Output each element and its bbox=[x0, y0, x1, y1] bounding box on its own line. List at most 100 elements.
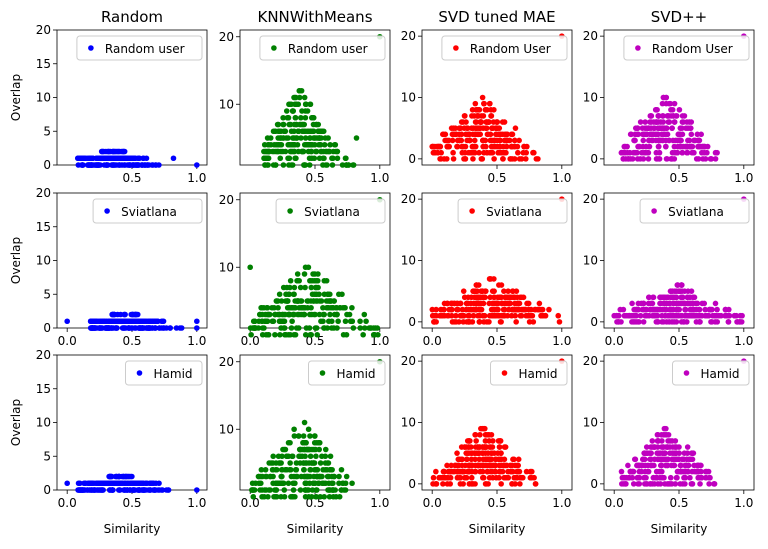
data-point bbox=[307, 331, 314, 338]
data-point bbox=[316, 439, 323, 446]
data-point bbox=[120, 148, 126, 155]
data-point bbox=[290, 487, 297, 493]
data-point bbox=[258, 304, 265, 311]
data-point bbox=[520, 474, 526, 481]
data-point bbox=[98, 155, 105, 162]
data-point bbox=[320, 162, 326, 168]
legend-marker bbox=[136, 370, 143, 376]
data-point bbox=[629, 156, 636, 162]
data-point bbox=[474, 450, 480, 456]
data-point bbox=[655, 319, 661, 325]
data-point bbox=[320, 480, 327, 487]
data-point bbox=[433, 312, 440, 319]
data-point bbox=[478, 119, 485, 125]
data-point bbox=[121, 487, 127, 493]
data-point bbox=[64, 318, 70, 325]
data-point bbox=[667, 438, 673, 444]
legend-label: Sviatlana bbox=[304, 205, 360, 219]
data-point bbox=[673, 319, 680, 325]
data-point bbox=[500, 156, 506, 162]
data-point bbox=[77, 480, 83, 487]
x-tick-label: 1.0 bbox=[734, 496, 753, 510]
data-point bbox=[444, 481, 451, 487]
data-point bbox=[295, 325, 302, 331]
data-point bbox=[450, 131, 457, 138]
x-axis-label: Similarity bbox=[287, 522, 344, 536]
data-point bbox=[309, 128, 316, 135]
data-point bbox=[627, 131, 634, 138]
data-point bbox=[472, 100, 479, 107]
data-point bbox=[493, 119, 500, 125]
data-point bbox=[670, 444, 676, 450]
data-point bbox=[660, 444, 667, 450]
data-point bbox=[302, 135, 309, 141]
legend-marker bbox=[651, 208, 657, 214]
data-point bbox=[645, 300, 652, 307]
x-tick-label: 1.0 bbox=[370, 171, 389, 185]
data-point bbox=[343, 155, 349, 162]
data-point bbox=[712, 312, 718, 319]
y-tick-label: 10 bbox=[219, 422, 234, 436]
data-point bbox=[284, 298, 291, 304]
data-point bbox=[444, 300, 451, 307]
data-point bbox=[653, 131, 659, 138]
data-point bbox=[316, 128, 323, 135]
data-point bbox=[678, 300, 685, 307]
data-point bbox=[265, 148, 272, 155]
data-point bbox=[293, 466, 300, 473]
data-point bbox=[502, 462, 509, 469]
data-point bbox=[350, 325, 357, 331]
data-point bbox=[666, 119, 673, 125]
data-point bbox=[485, 481, 491, 487]
data-point bbox=[450, 149, 456, 156]
data-point bbox=[285, 114, 291, 121]
data-point bbox=[311, 433, 318, 439]
data-point bbox=[247, 264, 253, 271]
data-point bbox=[293, 135, 300, 141]
data-point bbox=[498, 319, 504, 325]
data-point bbox=[472, 306, 479, 313]
data-point bbox=[482, 456, 489, 463]
y-tick-label: 0 bbox=[590, 477, 598, 491]
data-point bbox=[321, 325, 328, 331]
data-point bbox=[264, 135, 271, 141]
legend-box bbox=[490, 360, 568, 386]
data-point bbox=[656, 156, 663, 162]
data-point bbox=[505, 288, 511, 294]
data-point bbox=[128, 473, 134, 480]
data-point bbox=[463, 444, 470, 450]
data-point bbox=[306, 162, 313, 168]
x-tick-label: 0.5 bbox=[669, 496, 688, 510]
data-point bbox=[502, 294, 508, 301]
data-point bbox=[264, 155, 271, 162]
data-point bbox=[691, 294, 697, 301]
data-point bbox=[695, 462, 701, 469]
x-axis-label: Similarity bbox=[469, 522, 526, 536]
legend-box bbox=[275, 198, 386, 224]
y-tick-label: 5 bbox=[43, 449, 51, 463]
x-tick-label: 1.0 bbox=[734, 334, 753, 348]
data-point bbox=[525, 300, 532, 307]
y-tick-label: 10 bbox=[36, 91, 51, 105]
data-point bbox=[275, 135, 281, 141]
data-point bbox=[642, 125, 648, 131]
data-point bbox=[255, 473, 262, 480]
data-point bbox=[302, 331, 309, 338]
data-point bbox=[683, 456, 690, 463]
data-point bbox=[680, 119, 687, 125]
data-point bbox=[694, 131, 701, 138]
legend-box bbox=[259, 35, 386, 61]
x-tick-label: 0.0 bbox=[58, 496, 77, 510]
data-point bbox=[129, 487, 136, 493]
data-point bbox=[476, 456, 483, 463]
data-point bbox=[311, 155, 318, 162]
data-point bbox=[642, 468, 648, 475]
data-point bbox=[528, 474, 534, 481]
data-point bbox=[321, 277, 328, 284]
data-point bbox=[664, 444, 671, 450]
data-point bbox=[647, 119, 653, 125]
data-point bbox=[126, 162, 133, 168]
x-tick-label: 0.5 bbox=[487, 496, 506, 510]
data-point bbox=[282, 331, 288, 338]
